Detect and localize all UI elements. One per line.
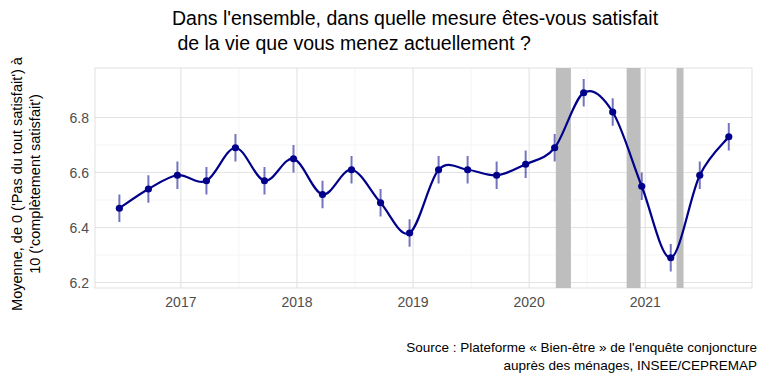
grid-line: [95, 282, 752, 283]
minor-grid-line: [95, 200, 752, 201]
series-line: [119, 91, 728, 258]
x-tick-label: 2017: [165, 294, 196, 310]
plot-frame: [95, 68, 752, 288]
grid-line: [180, 68, 181, 288]
minor-grid-line: [355, 68, 356, 288]
minor-grid-line: [587, 68, 588, 288]
point: [116, 205, 123, 212]
x-tick-label: 2021: [630, 294, 661, 310]
point: [522, 161, 529, 168]
grid-line: [413, 68, 414, 288]
y-tick-label: 6.6: [70, 165, 90, 181]
point: [435, 166, 442, 173]
plot-marks: [116, 68, 733, 288]
shaded-period: [677, 68, 684, 288]
point: [348, 166, 355, 173]
y-axis-label: Moyenne, de 0 ('Pas du tout satisfait') …: [9, 56, 43, 311]
point: [406, 229, 413, 236]
point: [667, 254, 674, 261]
point: [145, 185, 152, 192]
point: [174, 172, 181, 179]
point: [725, 133, 732, 140]
grid-line: [296, 68, 297, 288]
point: [319, 191, 326, 198]
plot-background: [95, 68, 752, 288]
shaded-period: [556, 68, 571, 288]
grid-line: [95, 172, 752, 173]
source-line: auprès des ménages, INSEE/CEPREMAP: [503, 358, 757, 373]
y-tick-label: 6.8: [70, 110, 90, 126]
minor-grid-line: [95, 255, 752, 256]
y-axis-label-line: Moyenne, de 0 ('Pas du tout satisfait') …: [9, 56, 25, 311]
y-tick-label: 6.2: [70, 275, 90, 291]
grid-line: [645, 68, 646, 288]
point: [464, 166, 471, 173]
minor-grid-line: [238, 68, 239, 288]
grid-line: [95, 227, 752, 228]
x-tick-label: 2018: [281, 294, 312, 310]
y-axis-label-line: 10 ('complètement satisfait'): [27, 94, 43, 274]
point: [493, 172, 500, 179]
y-tick-label: 6.4: [70, 220, 90, 236]
grid: [95, 68, 752, 288]
chart: 6.2 6.4 6.6 6.8 2017 2018 2019 2020 2021 Dans l'e…: [0, 0, 768, 384]
title: Dans l'ensemble, dans quelle mesure êtes…: [172, 7, 659, 54]
minor-grid-line: [471, 68, 472, 288]
x-tick-label: 2019: [397, 294, 428, 310]
point: [203, 177, 210, 184]
source: Source : Plateforme « Bien-être » de l'e…: [406, 340, 757, 373]
point: [696, 172, 703, 179]
point: [290, 155, 297, 162]
title-line: Dans l'ensemble, dans quelle mesure êtes…: [172, 7, 659, 29]
grid-line: [95, 117, 752, 118]
x-tick-label: 2020: [514, 294, 545, 310]
point: [580, 89, 587, 96]
minor-grid-line: [95, 145, 752, 146]
source-line: Source : Plateforme « Bien-être » de l'e…: [406, 340, 757, 355]
point: [377, 199, 384, 206]
point: [609, 108, 616, 115]
point: [551, 144, 558, 151]
point: [638, 183, 645, 190]
grid-line: [529, 68, 530, 288]
point: [261, 177, 268, 184]
point: [232, 144, 239, 151]
title-line: de la vie que vous menez actuellement ?: [172, 32, 531, 54]
